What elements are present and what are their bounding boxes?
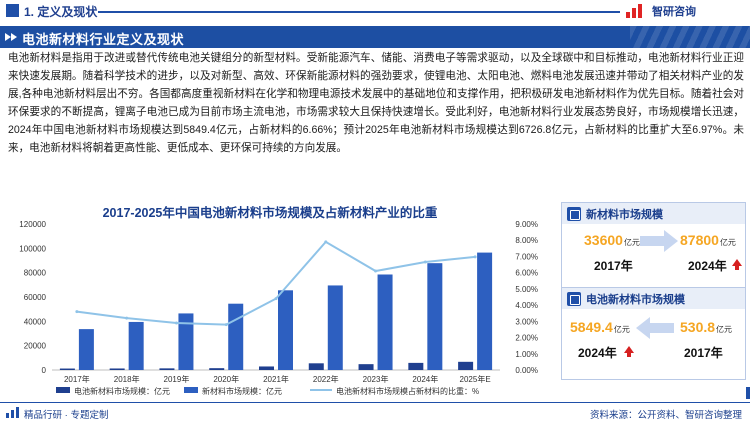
up-arrow-icon — [624, 346, 634, 357]
chart-icon — [567, 291, 581, 306]
card-battery-materials-market: 电池新材料市场规模 5849.4亿元 530.8亿元 2024年 2017年 — [561, 287, 746, 380]
y-left-tick-label: 20000 — [24, 342, 47, 351]
section-marker-icon — [6, 4, 19, 17]
card-left-year: 2024年 — [578, 346, 617, 360]
right-arrow-icon — [640, 230, 678, 252]
card-left-year: 2017年 — [594, 259, 633, 273]
legend-label: 电池新材料市场规模占新材料的比重：% — [336, 386, 479, 396]
bar-battery-materials — [209, 368, 225, 370]
bar-battery-materials — [408, 362, 424, 370]
x-tick-label: 2019年 — [164, 374, 190, 384]
bar-new-materials — [78, 329, 94, 370]
footer-tagline: 精品行研 · 专题定制 — [24, 410, 109, 421]
bar-battery-materials — [59, 368, 75, 370]
card-header: 电池新材料市场规模 — [562, 288, 745, 309]
card-right-year: 2024年 — [688, 259, 727, 273]
report-bars-icon — [6, 407, 20, 418]
x-tick-label: 2021年 — [263, 374, 289, 384]
legend-swatch — [56, 387, 70, 393]
share-point — [125, 316, 129, 320]
card-right-value: 530.8亿元 — [680, 319, 733, 335]
bar-new-materials — [477, 252, 493, 370]
y-right-tick-label: 6.00% — [515, 269, 538, 278]
x-tick-label: 2025年E — [460, 374, 491, 384]
chart-icon — [567, 206, 581, 221]
double-chevron-icon — [5, 30, 19, 44]
market-size-chart: 0 20000 40000 60000 80000 100000 120000 0.00% 1.… — [19, 220, 538, 396]
section-label: 1. 定义及现状 — [24, 5, 98, 19]
bar-battery-materials — [308, 363, 324, 370]
bar-battery-materials — [159, 368, 175, 370]
y-right-tick-label: 0.00% — [515, 366, 538, 375]
left-arrow-icon — [636, 317, 674, 339]
y-left-tick-label: 80000 — [24, 269, 47, 278]
x-tick-label: 2017年 — [64, 374, 90, 384]
bar-new-materials — [278, 290, 293, 370]
card-left-value: 33600亿元 — [584, 232, 640, 248]
data-source: 资料来源：公开资料、智研咨询整理 — [589, 410, 742, 421]
share-point — [174, 321, 178, 325]
share-point — [423, 260, 427, 264]
card-header: 新材料市场规模 — [562, 203, 745, 224]
brand-logo[interactable]: 智研咨询 — [626, 2, 744, 20]
banner-decoration — [630, 26, 750, 48]
share-point — [473, 255, 477, 259]
y-left-tick-label: 100000 — [19, 244, 46, 253]
y-right-tick-label: 7.00% — [515, 252, 538, 261]
title-banner: 电池新材料行业定义及现状 — [0, 26, 750, 48]
bar-new-materials — [377, 274, 393, 370]
x-tick-label: 2023年 — [363, 374, 389, 384]
page-title: 电池新材料行业定义及现状 — [22, 32, 185, 47]
share-point — [324, 240, 328, 244]
bar-new-materials — [327, 285, 343, 370]
y-right-tick-label: 5.00% — [515, 285, 538, 294]
legend-swatch — [184, 387, 198, 393]
header-divider — [98, 11, 620, 13]
y-right-tick-label: 9.00% — [515, 220, 538, 229]
intro-paragraph: 电池新材料是指用于改进或替代传统电池关键组分的新型材料。受新能源汽车、储能、消费… — [8, 52, 744, 154]
bar-battery-materials — [109, 368, 125, 370]
y-right-tick-label: 8.00% — [515, 236, 538, 245]
share-line — [76, 240, 476, 326]
logo-bars-icon — [626, 4, 648, 18]
top-header: 1. 定义及现状 智研咨询 — [0, 0, 750, 26]
card-new-materials-market: 新材料市场规模 33600亿元 87800亿元 2017年 2024年 — [561, 202, 746, 295]
bar-new-materials — [178, 313, 194, 370]
chart-title: 2017-2025年中国电池新材料市场规模及占新材料产业的比重 — [102, 206, 438, 220]
y-left-tick-label: 40000 — [24, 317, 47, 326]
y-left-tick-label: 120000 — [19, 220, 46, 229]
bar-new-materials — [427, 263, 443, 370]
card-title: 电池新材料市场规模 — [586, 293, 685, 306]
bar-battery-materials — [259, 366, 274, 370]
y-right-tick-label: 3.00% — [515, 317, 538, 326]
card-left-value: 5849.4亿元 — [570, 319, 630, 335]
bar-new-materials — [228, 303, 244, 370]
x-tick-label: 2024年 — [412, 374, 438, 384]
bar-new-materials — [128, 321, 144, 370]
y-right-tick-label: 2.00% — [515, 334, 538, 343]
share-point — [374, 269, 378, 273]
y-right-tick-label: 1.00% — [515, 350, 538, 359]
bar-battery-materials — [458, 361, 474, 370]
legend-label: 新材料市场规模：亿元 — [202, 386, 282, 396]
y-right-tick-label: 4.00% — [515, 301, 538, 310]
footer: 精品行研 · 专题定制 资料来源：公开资料、智研咨询整理 — [0, 387, 750, 421]
share-point — [224, 323, 228, 327]
share-point — [75, 310, 79, 314]
footer-accent — [746, 387, 750, 399]
y-left-tick-label: 60000 — [24, 293, 47, 302]
share-point — [274, 297, 278, 301]
bar-battery-materials — [358, 364, 374, 370]
up-arrow-icon — [732, 259, 742, 270]
x-tick-label: 2020年 — [213, 374, 239, 384]
x-tick-label: 2022年 — [313, 374, 339, 384]
card-right-year: 2017年 — [684, 346, 723, 360]
card-title: 新材料市场规模 — [586, 208, 663, 221]
y-left-tick-label: 0 — [42, 366, 47, 375]
x-tick-label: 2018年 — [114, 374, 140, 384]
legend-label: 电池新材料市场规模：亿元 — [74, 386, 170, 396]
card-right-value: 87800亿元 — [680, 232, 736, 248]
logo-text: 智研咨询 — [652, 6, 696, 18]
